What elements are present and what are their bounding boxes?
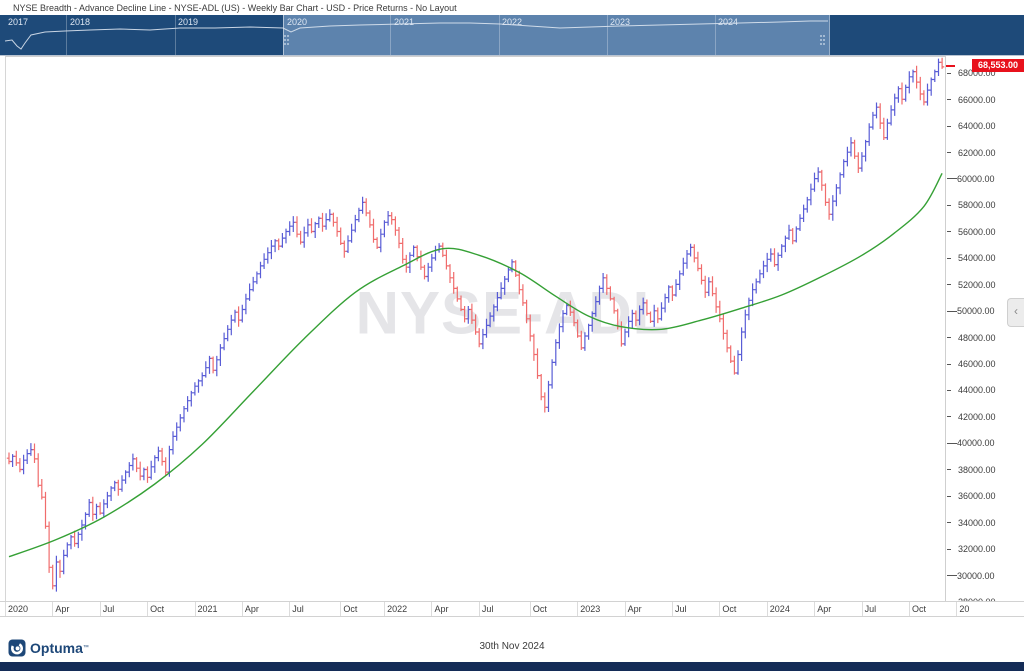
x-axis-tick-divider: [5, 602, 6, 616]
x-axis-tick-label: Jul: [864, 604, 877, 614]
x-axis-tick-label: Jul: [102, 604, 115, 614]
navigator-year-divider: [607, 15, 608, 55]
x-axis-tick-divider: [478, 602, 480, 616]
navigator-year-label: 2020: [287, 17, 308, 27]
x-axis-tick-label: Oct: [532, 604, 547, 614]
navigator-year-label: 2023: [610, 17, 631, 27]
x-axis-tick-label: 2021: [197, 604, 218, 614]
x-axis-tick-label: Oct: [722, 604, 737, 614]
x-axis-tick-divider: [241, 602, 243, 616]
x-axis-tick-label: Oct: [150, 604, 165, 614]
up-week-bars: [10, 58, 941, 592]
navigator-year-divider: [66, 15, 67, 55]
x-axis-tick-divider: [624, 602, 626, 616]
x-axis-tick-label: Apr: [55, 604, 70, 614]
bottom-status-bar: [0, 662, 1024, 671]
y-axis[interactable]: 68000.00 66000.00 64000.00 62000.00 60000.00…: [945, 56, 1024, 607]
x-axis-tick-divider: [431, 602, 433, 616]
navigator-selected-range[interactable]: [283, 15, 830, 55]
navigator-year-label: 2017: [8, 17, 29, 27]
axis-collapse-tab[interactable]: ‹: [1007, 298, 1024, 327]
navigator-year-divider: [715, 15, 716, 55]
navigator-year-divider: [175, 15, 176, 55]
x-axis-tick-divider: [719, 602, 721, 616]
x-axis-tick-divider: [289, 602, 291, 616]
optuma-wordmark: Optuma: [30, 640, 83, 656]
navigator-year-divider: [499, 15, 500, 55]
x-axis-tick-divider: [814, 602, 816, 616]
navigator-year-label: 2021: [394, 17, 415, 27]
x-axis-tick-label: 2022: [387, 604, 408, 614]
x-axis-tick-label: Oct: [911, 604, 926, 614]
x-axis-tick-label: Apr: [817, 604, 832, 614]
x-axis[interactable]: 2020 Apr Jul Oct 2021 Apr Jul Oct 2022 Apr Jul Oct 2…: [0, 601, 1024, 617]
x-axis-tick-label: 2024: [769, 604, 790, 614]
last-price-tick: [946, 64, 955, 67]
moving-average-line: [8, 172, 943, 558]
x-axis-tick-label: Jul: [292, 604, 304, 614]
x-axis-tick-divider: [956, 602, 958, 616]
x-axis-tick-label: 20: [959, 604, 970, 614]
x-axis-tick-divider: [52, 602, 54, 616]
navigator-year-label: 2019: [178, 17, 199, 27]
x-axis-tick-divider: [194, 602, 196, 616]
navigator-year-label: 2018: [70, 17, 91, 27]
x-axis-tick-label: Jul: [675, 604, 687, 614]
down-week-bars: [6, 57, 945, 590]
price-plot[interactable]: NYSE-ADL: [5, 56, 946, 602]
x-axis-tick-label: Apr: [434, 604, 449, 614]
x-axis-tick-label: Jul: [481, 604, 494, 614]
x-axis-tick-divider: [908, 602, 910, 616]
chart-date: 30th Nov 2024: [479, 641, 545, 652]
navigator-year-divider: [283, 15, 284, 55]
x-axis-tick-divider: [577, 602, 579, 616]
x-axis-tick-label: Oct: [343, 604, 358, 614]
x-axis-tick-label: 2020: [8, 604, 29, 614]
x-axis-tick-divider: [147, 602, 149, 616]
watermark-symbol: NYSE-ADL: [355, 279, 671, 347]
chevron-left-icon: ‹: [1014, 304, 1018, 318]
x-axis-tick-divider: [99, 602, 101, 616]
optuma-brand: Optuma ™: [8, 639, 89, 657]
navigator-year-divider: [390, 15, 391, 55]
x-axis-tick-divider: [340, 602, 342, 616]
x-axis-tick-label: Apr: [244, 604, 259, 614]
weekly-bars-canvas[interactable]: [6, 57, 946, 602]
trademark-mark: ™: [82, 645, 89, 651]
last-price-tag: 68,553.00: [972, 59, 1024, 73]
x-axis-tick-divider: [672, 602, 674, 616]
footer-bar: Optuma ™ 30th Nov 2024: [0, 617, 1024, 662]
timeline-navigator[interactable]: 2017 2018 2019 2020 2021 2022 2023 2024: [0, 15, 1024, 56]
navigator-year-label: 2022: [502, 17, 523, 27]
x-axis-tick-label: 2023: [580, 604, 601, 614]
x-axis-tick-divider: [384, 602, 386, 616]
chart-area: NYSE-ADL 68000.00 66000.00 64000.00 62000.0…: [0, 56, 1024, 617]
x-axis-tick-divider: [529, 602, 531, 616]
navigator-year-label: 2024: [718, 17, 739, 27]
x-axis-tick-label: Apr: [627, 604, 642, 614]
x-axis-tick-divider: [861, 602, 863, 616]
x-axis-tick-divider: [766, 602, 768, 616]
optuma-logo-icon: [8, 639, 26, 657]
chart-title: NYSE Breadth - Advance Decline Line - NY…: [0, 0, 1024, 15]
